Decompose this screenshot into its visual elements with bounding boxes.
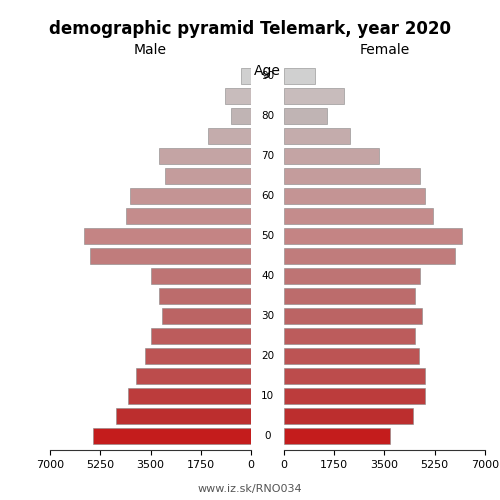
Bar — [284, 108, 327, 124]
Bar — [284, 68, 316, 84]
Bar — [284, 328, 414, 344]
Bar — [284, 188, 424, 204]
Bar — [150, 268, 251, 284]
Bar — [208, 128, 251, 144]
Bar — [165, 168, 251, 184]
Bar — [231, 108, 251, 124]
Text: 10: 10 — [261, 391, 274, 401]
Title: Male: Male — [134, 44, 167, 58]
Text: 70: 70 — [261, 151, 274, 161]
Bar — [150, 328, 251, 344]
Text: 60: 60 — [261, 191, 274, 201]
Bar — [226, 88, 251, 104]
Bar — [284, 368, 424, 384]
Bar — [126, 208, 251, 224]
Bar — [93, 428, 251, 444]
Text: 20: 20 — [261, 351, 274, 361]
Text: www.iz.sk/RNO034: www.iz.sk/RNO034 — [198, 484, 302, 494]
Bar — [284, 88, 344, 104]
Bar — [130, 188, 251, 204]
Bar — [90, 248, 251, 264]
Bar — [284, 268, 420, 284]
Bar — [284, 208, 434, 224]
Bar — [116, 408, 251, 424]
Bar — [284, 168, 420, 184]
Bar — [284, 248, 455, 264]
Text: Age: Age — [254, 64, 281, 78]
Text: 80: 80 — [261, 111, 274, 121]
Title: Female: Female — [360, 44, 410, 58]
Text: 50: 50 — [261, 231, 274, 241]
Bar — [241, 68, 251, 84]
Bar — [284, 388, 424, 404]
Bar — [284, 228, 462, 244]
Bar — [84, 228, 251, 244]
Bar — [128, 388, 251, 404]
Bar — [284, 308, 422, 324]
Bar — [284, 288, 414, 304]
Bar — [284, 128, 350, 144]
Bar — [136, 368, 251, 384]
Bar — [284, 408, 413, 424]
Bar — [284, 348, 419, 364]
Text: demographic pyramid Telemark, year 2020: demographic pyramid Telemark, year 2020 — [49, 20, 451, 38]
Bar — [284, 428, 390, 444]
Bar — [162, 308, 251, 324]
Bar — [159, 148, 251, 164]
Bar — [159, 288, 251, 304]
Text: 90: 90 — [261, 71, 274, 81]
Text: 0: 0 — [264, 431, 271, 441]
Bar — [145, 348, 251, 364]
Bar — [284, 148, 378, 164]
Text: 30: 30 — [261, 311, 274, 321]
Text: 40: 40 — [261, 271, 274, 281]
